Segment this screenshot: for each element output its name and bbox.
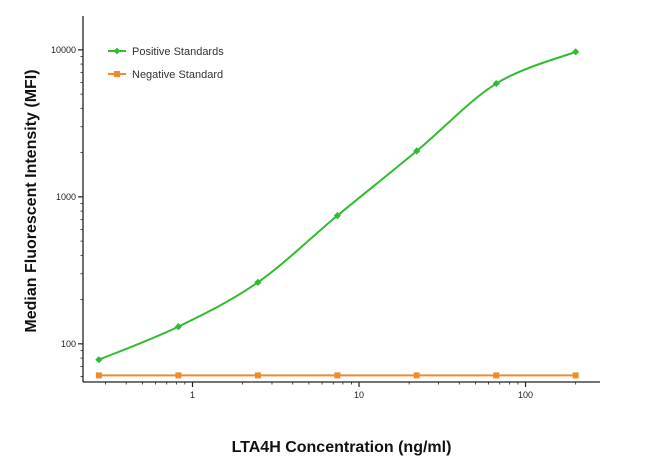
y-axis-title: Median Fluorescent Intensity (MFI)	[23, 69, 40, 332]
data-point-positive	[572, 48, 580, 56]
data-point-negative	[572, 372, 579, 379]
legend-item-positive: Positive Standards	[108, 46, 224, 58]
y-tick-label: 10000	[51, 45, 76, 55]
data-point-positive	[95, 356, 103, 364]
data-point-positive	[333, 212, 341, 220]
legend-marker-negative	[114, 71, 120, 77]
x-tick-label: 10	[354, 390, 364, 400]
data-point-negative	[334, 372, 341, 379]
y-tick-label: 1000	[56, 192, 76, 202]
x-axis-ticks: 1 10 100	[105, 382, 577, 400]
plot-area: 100 1000 10000 1 10 100	[51, 16, 600, 400]
series-line-positive	[98, 50, 577, 361]
legend-item-negative: Negative Standard	[108, 69, 223, 81]
y-axis-ticks: 100 1000 10000	[51, 45, 83, 377]
x-tick-label: 1	[190, 390, 195, 400]
data-point-positive	[413, 147, 421, 155]
legend-label-positive: Positive Standards	[132, 46, 224, 58]
data-point-positive	[254, 278, 262, 286]
y-tick-label: 100	[61, 339, 76, 349]
legend-marker-positive	[113, 47, 121, 55]
data-point-negative	[175, 372, 182, 379]
legend: Positive Standards Negative Standard	[108, 46, 224, 81]
data-point-negative	[493, 372, 500, 379]
x-tick-label: 100	[518, 390, 533, 400]
series-layer	[95, 48, 580, 379]
data-point-positive	[492, 79, 500, 88]
data-point-negative	[413, 372, 420, 379]
data-point-positive	[174, 323, 183, 331]
data-point-negative	[254, 372, 261, 379]
data-point-negative	[95, 372, 102, 379]
x-axis-title: LTA4H Concentration (ng/ml)	[232, 439, 452, 456]
legend-label-negative: Negative Standard	[132, 69, 223, 81]
